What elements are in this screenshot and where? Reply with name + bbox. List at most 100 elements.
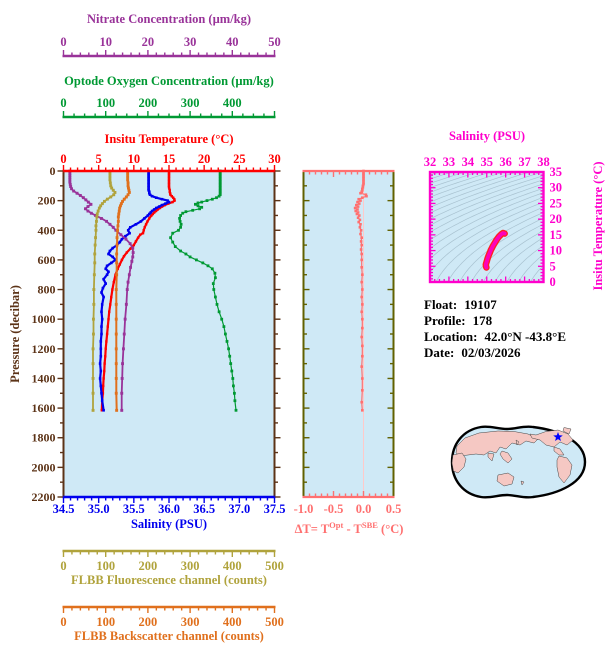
delta-t-suffix: (°C) — [377, 522, 404, 537]
svg-text:200: 200 — [139, 559, 158, 573]
fluorescence-axis-title: FLBB Fluorescence channel (counts) — [71, 573, 267, 587]
float-position-star-icon — [553, 432, 563, 442]
svg-text:34: 34 — [462, 155, 475, 169]
svg-text:35.5: 35.5 — [123, 502, 145, 516]
svg-text:200: 200 — [139, 96, 158, 110]
float-info-line-location: Location: 42.0°N -43.8°E — [424, 329, 566, 345]
svg-text:35: 35 — [550, 165, 563, 179]
map-landmass — [451, 452, 467, 474]
nitrate-axis: 0 10 20 30 40 50 — [60, 35, 281, 58]
svg-text:36.5: 36.5 — [193, 502, 215, 516]
nitrate-axis-title: Nitrate Concentration (µm/kg) — [86, 12, 252, 26]
delta-plot-area — [303, 171, 394, 497]
svg-text:-1.0: -1.0 — [294, 502, 314, 516]
map-landmass — [529, 429, 574, 448]
delta-t-curve — [353, 169, 368, 412]
svg-text:200: 200 — [139, 615, 158, 629]
map-landmass — [487, 452, 495, 462]
delta-t-sup-opt: Opt — [329, 520, 344, 530]
map-landmass — [499, 450, 513, 464]
svg-text:0.5: 0.5 — [386, 502, 402, 516]
svg-text:20: 20 — [198, 152, 211, 166]
svg-text:5: 5 — [96, 152, 102, 166]
svg-text:1000: 1000 — [32, 312, 56, 326]
temperature-curve — [100, 169, 176, 412]
svg-text:1800: 1800 — [32, 431, 56, 445]
svg-text:2200: 2200 — [32, 490, 56, 504]
main-plot-area — [63, 171, 275, 497]
svg-text:0: 0 — [60, 96, 66, 110]
oxygen-curve — [169, 169, 238, 412]
svg-text:1200: 1200 — [32, 342, 56, 356]
pressure-axis: 0 200 400 600 800 1000 1200 1400 1600 1800 2000 220… — [32, 164, 281, 504]
svg-text:2000: 2000 — [32, 460, 56, 474]
svg-text:35.0: 35.0 — [88, 502, 110, 516]
svg-text:40: 40 — [226, 35, 239, 49]
pressure-axis-title: Pressure (decibar) — [8, 285, 22, 383]
svg-text:37.0: 37.0 — [228, 502, 250, 516]
svg-text:-0.5: -0.5 — [324, 502, 344, 516]
oxygen-axis: 0 100 200 300 400 — [60, 96, 276, 119]
svg-text:0: 0 — [60, 559, 66, 573]
svg-text:200: 200 — [38, 194, 56, 208]
delta-t-prefix: ΔT= T — [294, 522, 330, 537]
svg-text:0: 0 — [550, 275, 556, 289]
map-landmass — [520, 480, 525, 486]
delta-t-axis-title: ΔT= TOpt - TSBE (°C) — [283, 518, 415, 536]
date-label: Date: — [424, 345, 455, 360]
location-label: Location: — [424, 329, 478, 344]
oxygen-axis-title: Optode Oxygen Concentration (µm/kg) — [64, 74, 274, 88]
map-landmass — [553, 446, 565, 456]
salinity-axis: 34.5 35.0 35.5 36.0 36.5 37.0 37.5 — [53, 497, 286, 516]
svg-text:100: 100 — [96, 559, 115, 573]
svg-text:20: 20 — [550, 212, 563, 226]
float-info-line-float: Float: 19107 — [424, 297, 566, 313]
svg-text:36: 36 — [499, 155, 512, 169]
ts-temperature-axis-title: Insitu Temperature (°C) — [591, 161, 605, 291]
profile-value: 178 — [472, 313, 493, 328]
float-label: Float: — [424, 297, 458, 312]
map-landmass — [556, 455, 573, 484]
svg-text:20: 20 — [142, 35, 155, 49]
svg-text:0: 0 — [50, 164, 56, 178]
svg-text:34.5: 34.5 — [53, 502, 75, 516]
ts-profile-curve — [482, 229, 508, 271]
backscatter-axis-title: FLBB Backscatter channel (counts) — [74, 629, 264, 643]
svg-text:37: 37 — [518, 155, 531, 169]
float-info-line-profile: Profile: 178 — [424, 313, 566, 329]
svg-text:0: 0 — [60, 152, 66, 166]
profile-label: Profile: — [424, 313, 466, 328]
svg-text:35: 35 — [481, 155, 494, 169]
date-value: 02/03/2026 — [461, 345, 521, 360]
map-landmass — [455, 430, 539, 457]
svg-text:15: 15 — [163, 152, 176, 166]
svg-text:1400: 1400 — [32, 371, 56, 385]
fluorescence-axis: 0 100 200 300 400 500 — [60, 549, 284, 573]
svg-text:100: 100 — [96, 96, 115, 110]
delta-t-mid: - T — [343, 522, 362, 537]
svg-text:400: 400 — [223, 615, 242, 629]
svg-text:0: 0 — [60, 615, 66, 629]
svg-text:600: 600 — [38, 253, 56, 267]
svg-text:50: 50 — [268, 35, 281, 49]
svg-text:300: 300 — [181, 559, 200, 573]
svg-text:30: 30 — [550, 181, 563, 195]
svg-text:32: 32 — [424, 155, 437, 169]
temperature-axis: 0 5 10 15 20 25 30 — [60, 152, 281, 171]
map-landmass — [515, 439, 520, 446]
svg-text:25: 25 — [550, 196, 563, 210]
location-value: 42.0°N -43.8°E — [484, 329, 566, 344]
svg-text:5: 5 — [550, 259, 556, 273]
float-info-line-date: Date: 02/03/2026 — [424, 345, 566, 361]
svg-text:400: 400 — [223, 96, 242, 110]
svg-text:37.5: 37.5 — [264, 502, 286, 516]
salinity-axis-title: Salinity (PSU) — [130, 517, 208, 531]
map-landmass — [496, 472, 515, 487]
float-info-block: Float: 19107 Profile: 178 Location: 42.0°N … — [424, 297, 566, 361]
map-landmass — [562, 427, 572, 435]
svg-text:10: 10 — [128, 152, 141, 166]
svg-text:0: 0 — [60, 35, 66, 49]
